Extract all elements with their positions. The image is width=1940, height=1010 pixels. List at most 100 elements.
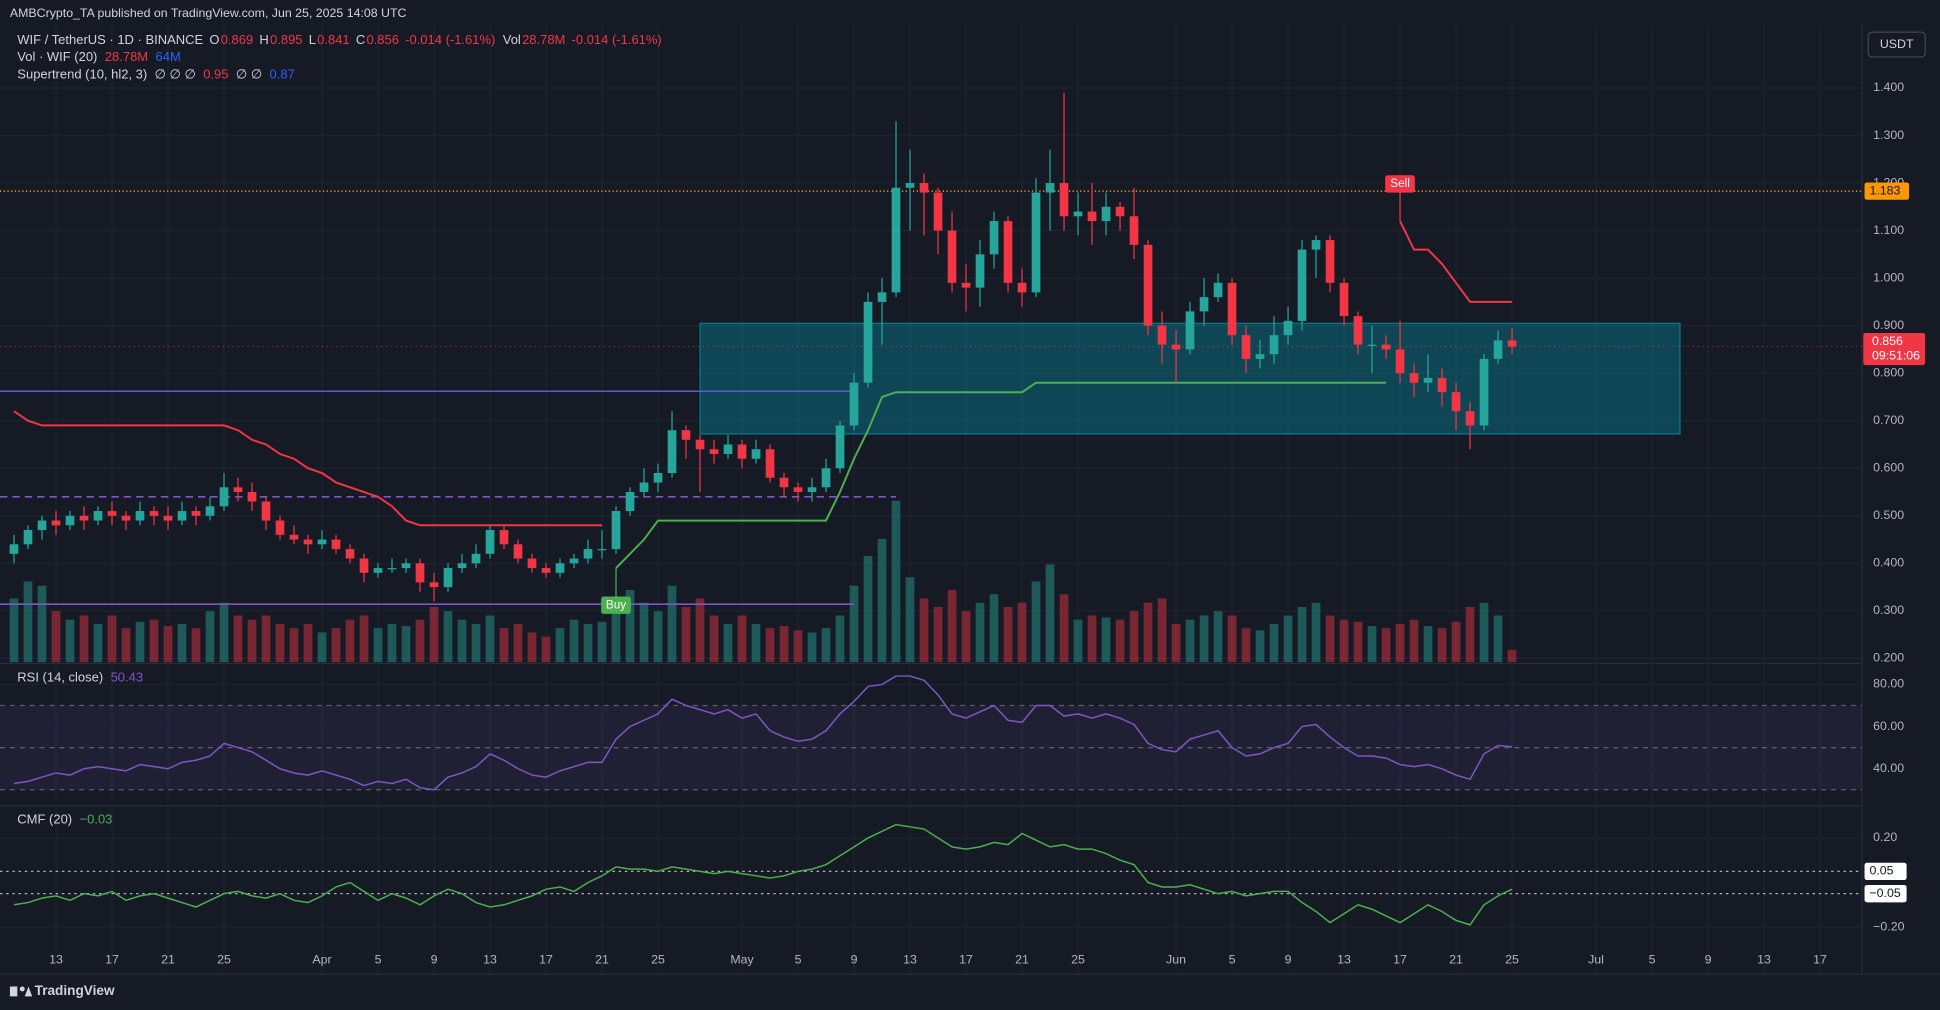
volume-bar	[1157, 598, 1167, 663]
volume-bar	[1059, 594, 1069, 663]
volume-bar	[331, 628, 341, 663]
volume-bar	[247, 619, 257, 663]
label-layer: 13 17 21 25 Apr 5 9 13 17 21 25 May 5 9 13 17 21 25 Jun 5 9 1…	[17, 32, 1926, 967]
pane-legend: RSI (14, close) 50.43	[17, 670, 143, 685]
legend-item: -0.014 (-1.61%)	[572, 32, 662, 47]
candle-body	[1297, 249, 1307, 321]
y-tick-label: 1.000	[1873, 270, 1904, 284]
volume-bar	[611, 598, 621, 663]
indicator-line	[13, 675, 1513, 791]
volume-bar	[1325, 615, 1335, 663]
volume-bar	[1381, 628, 1391, 663]
candle-body	[163, 515, 173, 521]
candle-body	[807, 487, 817, 493]
volume-bar	[821, 628, 831, 663]
candle-body	[121, 515, 131, 521]
candle-body	[667, 430, 677, 474]
volume-bar	[1115, 619, 1125, 663]
legend-item: H	[259, 32, 268, 47]
x-tick-label: 21	[595, 953, 609, 967]
x-tick-label: 9	[1285, 953, 1292, 967]
y-tick-label: 0.500	[1873, 508, 1904, 522]
pane-legend: CMF (20) −0.03	[17, 812, 112, 827]
legend-line: WIF / TetherUS · 1D · BINANCE O0.869 H0.89…	[17, 32, 661, 47]
volume-bar	[737, 615, 747, 663]
volume-bar	[1185, 619, 1195, 663]
candle-body	[1381, 344, 1391, 350]
candle-body	[569, 558, 579, 564]
candle-body	[1143, 244, 1153, 326]
x-tick-label: 17	[105, 953, 119, 967]
volume-bar	[639, 602, 649, 663]
candle-body	[1199, 297, 1209, 312]
volume-bar	[877, 538, 887, 663]
candle-body	[1073, 211, 1083, 217]
volume-bar	[429, 606, 439, 663]
candle-body	[905, 183, 915, 188]
candle-body	[793, 487, 803, 493]
volume-bar	[793, 630, 803, 663]
candle-body	[1031, 192, 1041, 293]
volume-bar	[1227, 615, 1237, 663]
x-tick-label: 21	[161, 953, 175, 967]
x-tick-label: Jun	[1166, 953, 1186, 967]
level-label-box	[1864, 862, 1907, 881]
x-tick-label: Jul	[1588, 953, 1604, 967]
candle-body	[639, 482, 649, 493]
candle-body	[1367, 344, 1377, 346]
candle-body	[275, 520, 285, 535]
volume-bar	[667, 585, 677, 663]
volume-bar	[835, 615, 845, 663]
volume-bar	[1087, 615, 1097, 663]
candle-body	[681, 430, 691, 440]
candle-body	[1269, 335, 1279, 355]
legend-item: 64M	[156, 50, 181, 65]
legend-item: -0.014 (-1.61%)	[405, 32, 495, 47]
signal-box	[601, 596, 631, 614]
candle-body	[891, 187, 901, 293]
volume-bar	[807, 632, 817, 663]
candle-body	[541, 568, 551, 573]
x-tick-label: 9	[1705, 953, 1712, 967]
volume-bar	[107, 615, 117, 663]
volume-bar	[275, 623, 285, 663]
candle-body	[1423, 377, 1433, 383]
legend-item: ∅ ∅ ∅	[155, 67, 196, 82]
x-tick-label: 13	[903, 953, 917, 967]
candle-body	[457, 563, 467, 569]
candle-body	[9, 544, 19, 554]
candle-layer	[9, 92, 1517, 602]
brand: TradingView	[35, 983, 115, 998]
volume-bar	[1465, 606, 1475, 663]
volume-bar	[345, 619, 355, 663]
legend-item: 0.87	[270, 67, 295, 82]
volume-bar	[1283, 615, 1293, 663]
candle-body	[1311, 240, 1321, 250]
candle-body	[1017, 282, 1027, 293]
candle-body	[877, 292, 887, 302]
legend-item: Supertrend (10, hl2, 3)	[17, 67, 147, 82]
candle-body	[1185, 311, 1195, 350]
volume-bar	[1479, 602, 1489, 663]
x-tick-label: 25	[651, 953, 665, 967]
x-tick-label: 17	[959, 953, 973, 967]
volume-bar	[779, 626, 789, 663]
volume-bar	[1143, 602, 1153, 663]
volume-bar	[1129, 611, 1139, 663]
candle-body	[597, 549, 607, 551]
candle-body	[1465, 411, 1475, 426]
volume-bar	[569, 619, 579, 663]
x-tick-label: 5	[1229, 953, 1236, 967]
volume-bar	[303, 623, 313, 663]
candle-body	[1479, 358, 1489, 426]
candle-body	[1213, 282, 1223, 298]
candle-body	[1507, 340, 1517, 347]
candle-body	[401, 563, 411, 569]
candle-body	[653, 473, 663, 483]
candle-body	[1409, 373, 1419, 383]
legend-item: 0.95	[203, 67, 228, 82]
signal-label: Sell	[1390, 177, 1410, 190]
volume-bar	[9, 598, 19, 663]
